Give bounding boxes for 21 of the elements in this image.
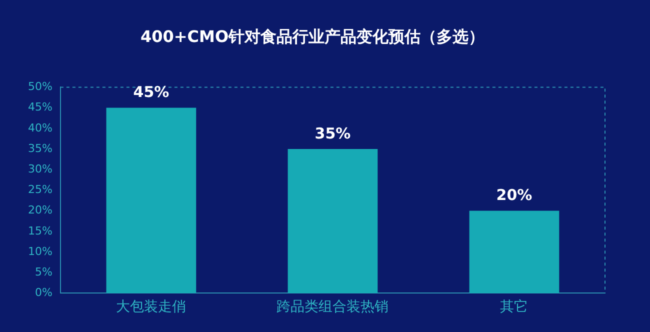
y-tick-label: 5% [34, 265, 52, 278]
x-tick-label: 大包装走俏 [116, 299, 186, 316]
chart-title: 400+CMO针对食品行业产品变化预估（多选） [140, 26, 485, 46]
y-tick-label: 45% [28, 100, 52, 114]
data-label: 35% [314, 124, 351, 142]
y-tick-label: 0% [34, 286, 52, 300]
y-tick-label: 50% [28, 80, 52, 94]
bar [469, 210, 560, 294]
y-tick-label: 40% [28, 121, 52, 134]
y-tick-label: 15% [28, 224, 52, 238]
y-tick-label: 30% [28, 162, 52, 176]
y-tick-label: 25% [28, 183, 52, 196]
bar [106, 108, 196, 294]
y-tick-label: 20% [28, 204, 52, 217]
y-tick-label: 10% [28, 244, 52, 258]
data-label: 45% [133, 83, 170, 102]
bar [288, 149, 378, 294]
data-label: 20% [496, 186, 532, 204]
x-tick-label: 其它 [500, 299, 528, 316]
x-tick-label: 跨品类组合装热销 [276, 299, 389, 316]
y-tick-label: 35% [28, 142, 52, 155]
